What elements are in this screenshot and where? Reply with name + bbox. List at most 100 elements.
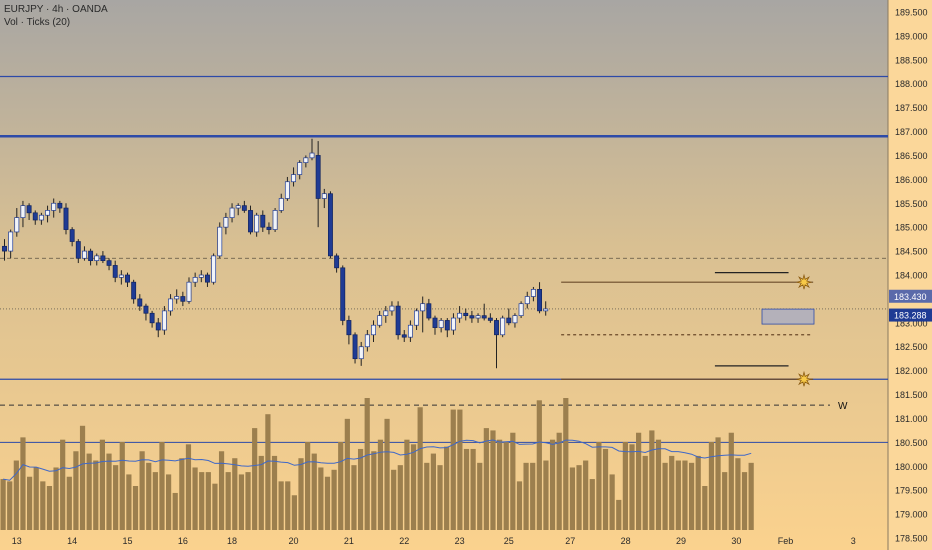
volume-bar: [20, 437, 26, 530]
volume-bar: [199, 472, 205, 530]
candle-body: [371, 324, 376, 336]
time-tick-label: 16: [178, 536, 188, 546]
volume-bar: [708, 442, 715, 530]
volume-bar: [40, 481, 46, 530]
price-tick-label: 189.500: [895, 7, 928, 17]
candle-body: [334, 255, 340, 269]
price-tick-label: 189.000: [895, 31, 928, 41]
price-tick-label: 181.500: [895, 390, 928, 400]
candle-body: [241, 205, 247, 211]
candle-body: [248, 210, 253, 233]
volume-bar: [417, 407, 423, 530]
time-tick-label: 28: [621, 536, 631, 546]
volume-bar: [728, 432, 734, 530]
candle-body: [420, 303, 426, 312]
symbol-title[interactable]: EURJPY · 4h · OANDA: [4, 4, 108, 15]
price-tick-label: 181.000: [895, 414, 928, 424]
volume-bar: [119, 442, 125, 530]
candle-body: [118, 274, 124, 278]
candle-body: [303, 157, 309, 163]
volume-bar: [99, 439, 105, 530]
candle-body: [315, 155, 321, 199]
volume-bar: [338, 442, 344, 530]
volume-ma-line: [3, 439, 752, 481]
volume-bar: [444, 446, 450, 530]
candle-body: [26, 205, 32, 214]
candle-body: [223, 217, 229, 228]
pattern-lines: [561, 272, 815, 380]
time-axis: 13 14 15 16 18 20 21 22 23 25 27 28 29 30 Feb 3: [12, 536, 856, 546]
candle-body: [229, 207, 235, 218]
volume-bar: [318, 467, 324, 530]
candle-body: [444, 320, 450, 331]
price-tag-box: [889, 289, 932, 303]
volume-bar: [497, 439, 503, 530]
volume-bar: [218, 451, 225, 530]
candle-body: [100, 255, 106, 262]
price-tick-label: 182.500: [895, 342, 928, 352]
candle-body: [321, 193, 327, 199]
candle-body: [57, 202, 63, 209]
volume-bar: [391, 469, 397, 530]
time-tick-label: 25: [504, 536, 514, 546]
price-tick-label: 178.500: [895, 534, 928, 544]
volume-bar: [649, 430, 655, 530]
candle-body: [63, 207, 69, 230]
volume-bar: [510, 432, 516, 530]
time-tick-label: 15: [122, 536, 132, 546]
volume-bar: [192, 467, 198, 530]
candle-body: [149, 312, 155, 324]
volume-bar: [715, 437, 721, 530]
candle-body: [192, 277, 198, 283]
volume-bar: [543, 460, 549, 530]
candle-body: [432, 317, 438, 328]
price-axis: 189.500 189.000 188.500 188.000 187.500 187.0…: [889, 7, 932, 544]
volume-bar: [516, 481, 523, 530]
candle-body: [377, 315, 383, 326]
volume-bar: [179, 458, 185, 530]
volume-bar: [669, 455, 675, 530]
volume-bar: [13, 460, 19, 530]
volume-bar: [563, 398, 569, 530]
candle-body: [186, 281, 192, 302]
volume-bar: [682, 460, 688, 530]
volume-bar: [238, 474, 245, 530]
volume-bar: [450, 409, 456, 530]
price-tick-label: 179.000: [895, 510, 928, 520]
level-lines: W: [0, 75, 888, 443]
price-tick-label: 185.500: [895, 199, 928, 209]
volume-bar: [265, 414, 271, 530]
volume-bar: [622, 442, 628, 530]
volume-bar: [205, 472, 211, 530]
candle-body: [438, 320, 444, 328]
candle-body: [297, 162, 303, 175]
volume-bar: [569, 467, 576, 530]
volume-bar: [477, 462, 483, 530]
price-tick-label: 186.500: [895, 151, 928, 161]
candle-body: [506, 317, 512, 324]
volume-bar: [86, 453, 92, 530]
indicator-title[interactable]: Vol · Ticks (20): [4, 17, 71, 28]
volume-bar: [351, 465, 357, 530]
candle-body: [414, 310, 420, 326]
volume-bar: [33, 467, 39, 530]
volume-bar: [384, 418, 390, 530]
candle-body: [451, 317, 456, 331]
candle-body: [346, 320, 352, 336]
volume-bar: [26, 476, 33, 530]
volume-bar: [53, 467, 59, 530]
price-tick-label: 188.000: [895, 79, 928, 89]
candle-body: [401, 334, 407, 338]
candle-body: [217, 226, 223, 257]
volume-bar: [470, 448, 476, 530]
volume-bar: [298, 458, 304, 530]
candle-body: [481, 315, 487, 319]
volume-bar: [172, 492, 178, 530]
volume-bar: [166, 474, 172, 530]
volume-bar: [688, 462, 695, 530]
volume-bar: [79, 425, 86, 530]
volume-bar: [146, 462, 152, 530]
candle-body: [161, 310, 167, 331]
